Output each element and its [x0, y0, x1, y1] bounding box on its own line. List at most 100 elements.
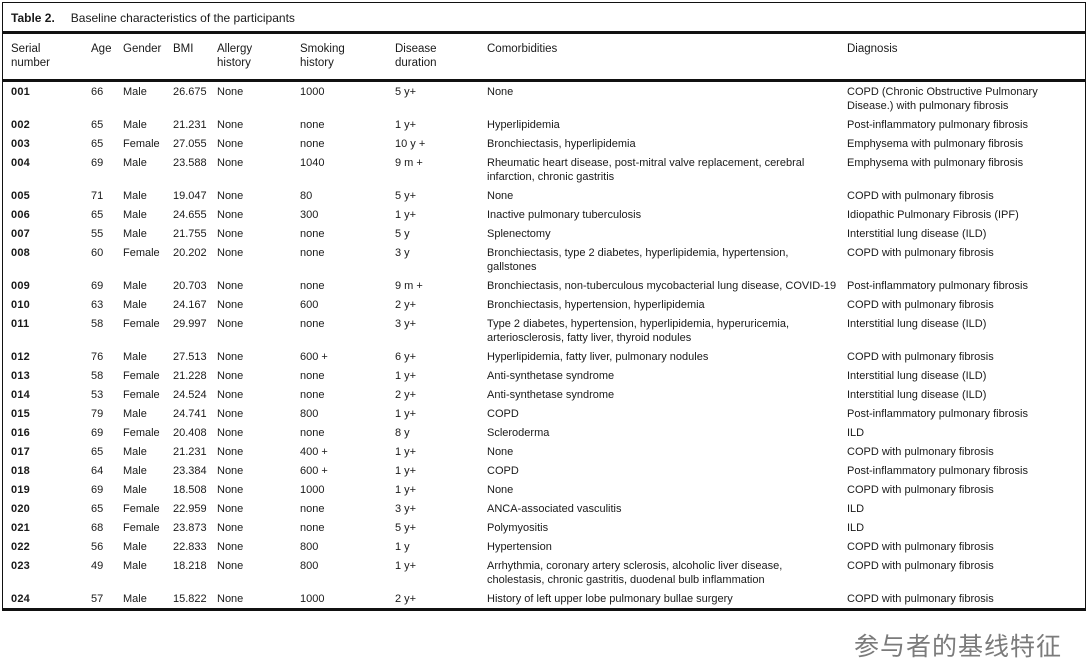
cell-allergy-history: None [217, 189, 244, 202]
cell-disease-duration: 5 y [395, 227, 410, 240]
cell-allergy-history: None [217, 592, 244, 605]
table-row: 015 79 Male 24.741 None 800 1 y+ COPD Po… [3, 404, 1085, 423]
cell-diagnosis: COPD with pulmonary fibrosis [847, 559, 994, 572]
cell-bmi: 26.675 [173, 85, 207, 98]
cell-gender: Male [123, 540, 147, 553]
cell-age: 63 [91, 298, 104, 311]
cell-diagnosis: ILD [847, 521, 865, 534]
cell-bmi: 23.873 [173, 521, 207, 534]
cell-age: 68 [91, 521, 104, 534]
cell-comorbidities: Hyperlipidemia, fatty liver, pulmonary n… [487, 350, 709, 363]
cell-gender: Female [123, 369, 160, 382]
cell-disease-duration: 9 m + [395, 156, 423, 169]
cell-serial-number: 002 [11, 118, 30, 131]
cell-disease-duration: 3 y [395, 246, 410, 259]
cell-smoking-history: 600 + [300, 350, 328, 363]
cell-comorbidities: Hyperlipidemia [487, 118, 560, 131]
cell-disease-duration: 8 y [395, 426, 410, 439]
cell-age: 57 [91, 592, 104, 605]
cell-gender: Female [123, 426, 160, 439]
cell-serial-number: 014 [11, 388, 30, 401]
table-row: 012 76 Male 27.513 None 600 + 6 y+ Hyper… [3, 347, 1085, 366]
cell-bmi: 23.588 [173, 156, 207, 169]
cell-bmi: 20.703 [173, 279, 207, 292]
cell-smoking-history: 600 [300, 298, 319, 311]
column-header-serial-number: Serial number [3, 34, 91, 82]
cell-serial-number: 003 [11, 137, 30, 150]
cell-diagnosis: ILD [847, 502, 865, 515]
cell-disease-duration: 1 y+ [395, 208, 417, 221]
cell-age: 60 [91, 246, 104, 259]
table-row: 022 56 Male 22.833 None 800 1 y Hyperten… [3, 537, 1085, 556]
cell-bmi: 24.741 [173, 407, 207, 420]
cell-age: 69 [91, 426, 104, 439]
cell-allergy-history: None [217, 483, 244, 496]
column-header-gender: Gender [123, 34, 173, 82]
cell-age: 56 [91, 540, 104, 553]
cell-smoking-history: 800 [300, 540, 319, 553]
cell-disease-duration: 2 y+ [395, 592, 417, 605]
cell-bmi: 21.755 [173, 227, 207, 240]
cell-disease-duration: 5 y+ [395, 85, 417, 98]
cell-smoking-history: 600 + [300, 464, 328, 477]
cell-allergy-history: None [217, 85, 244, 98]
table-row: 007 55 Male 21.755 None none 5 y Splenec… [3, 224, 1085, 243]
cell-bmi: 15.822 [173, 592, 207, 605]
cell-smoking-history: none [300, 137, 325, 150]
cell-age: 65 [91, 208, 104, 221]
cell-disease-duration: 5 y+ [395, 521, 417, 534]
cell-diagnosis: Interstitial lung disease (ILD) [847, 317, 987, 330]
table-row: 021 68 Female 23.873 None none 5 y+ Poly… [3, 518, 1085, 537]
cell-smoking-history: 1040 [300, 156, 325, 169]
cell-age: 49 [91, 559, 104, 572]
cell-allergy-history: None [217, 407, 244, 420]
cell-allergy-history: None [217, 227, 244, 240]
cell-comorbidities: Hypertension [487, 540, 552, 553]
cell-allergy-history: None [217, 156, 244, 169]
cell-age: 66 [91, 85, 104, 98]
cell-comorbidities: Scleroderma [487, 426, 550, 439]
cell-smoking-history: none [300, 426, 325, 439]
cell-diagnosis: COPD with pulmonary fibrosis [847, 246, 994, 259]
cell-serial-number: 010 [11, 298, 30, 311]
cell-age: 79 [91, 407, 104, 420]
cell-bmi: 27.055 [173, 137, 207, 150]
cell-smoking-history: none [300, 118, 325, 131]
cell-diagnosis: COPD with pulmonary fibrosis [847, 592, 994, 605]
cell-disease-duration: 1 y+ [395, 483, 417, 496]
table-row: 001 66 Male 26.675 None 1000 5 y+ None C… [3, 81, 1085, 116]
cell-smoking-history: 400 + [300, 445, 328, 458]
cell-comorbidities: Bronchiectasis, hyperlipidemia [487, 137, 636, 150]
cell-smoking-history: 300 [300, 208, 319, 221]
chinese-caption: 参与者的基线特征 [853, 633, 1062, 661]
cell-disease-duration: 1 y+ [395, 559, 417, 572]
cell-smoking-history: 1000 [300, 483, 325, 496]
cell-comorbidities: Anti-synthetase syndrome [487, 388, 615, 401]
cell-comorbidities: None [487, 483, 514, 496]
cell-smoking-history: 800 [300, 559, 319, 572]
cell-serial-number: 006 [11, 208, 30, 221]
cell-bmi: 23.384 [173, 464, 207, 477]
cell-comorbidities: Anti-synthetase syndrome [487, 369, 615, 382]
cell-serial-number: 004 [11, 156, 30, 169]
cell-diagnosis: Post-inflammatory pulmonary fibrosis [847, 464, 1028, 477]
cell-diagnosis: Emphysema with pulmonary fibrosis [847, 137, 1024, 150]
cell-bmi: 27.513 [173, 350, 207, 363]
cell-disease-duration: 1 y [395, 540, 410, 553]
cell-serial-number: 018 [11, 464, 30, 477]
column-header-bmi: BMI [173, 34, 217, 82]
table-title-text: Baseline characteristics of the particip… [70, 11, 295, 25]
table-row: 009 69 Male 20.703 None none 9 m + Bronc… [3, 276, 1085, 295]
cell-bmi: 18.508 [173, 483, 207, 496]
table-title: Table 2. Baseline characteristics of the … [3, 3, 1085, 34]
table-row: 002 65 Male 21.231 None none 1 y+ Hyperl… [3, 115, 1085, 134]
cell-diagnosis: COPD (Chronic Obstructive Pulmonary Dise… [847, 85, 1038, 112]
cell-smoking-history: none [300, 369, 325, 382]
cell-bmi: 20.202 [173, 246, 207, 259]
cell-allergy-history: None [217, 208, 244, 221]
cell-bmi: 24.655 [173, 208, 207, 221]
cell-gender: Male [123, 118, 147, 131]
cell-serial-number: 013 [11, 369, 30, 382]
cell-diagnosis: Interstitial lung disease (ILD) [847, 227, 987, 240]
cell-age: 65 [91, 137, 104, 150]
